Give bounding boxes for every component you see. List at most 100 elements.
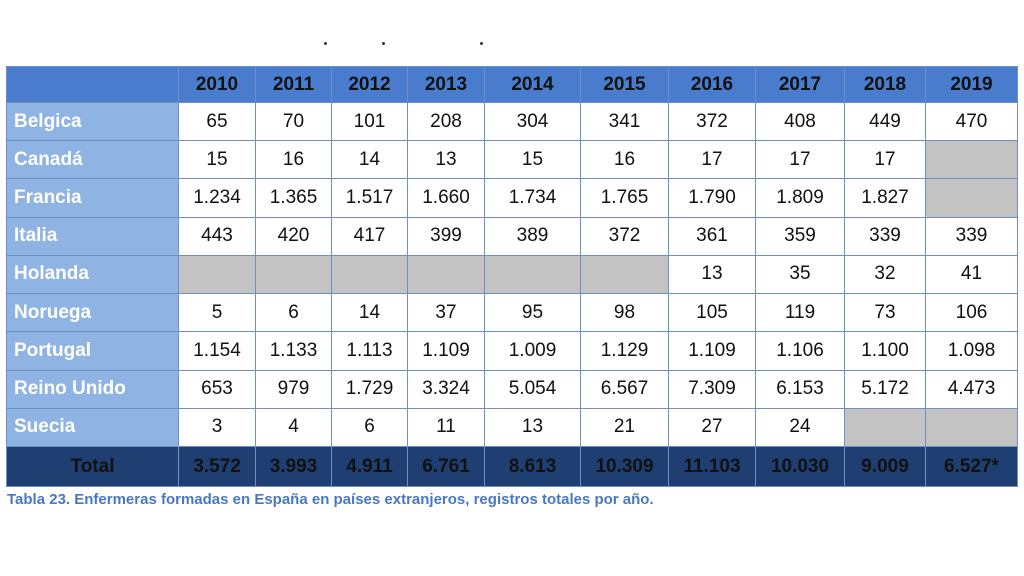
total-cell: 6.527*	[925, 446, 1018, 487]
value-cell: 449	[844, 101, 926, 142]
value-cell: 1.109	[407, 331, 485, 371]
empty-cell	[925, 140, 1018, 180]
empty-cell	[844, 407, 926, 448]
value-cell: 1.133	[255, 331, 332, 371]
value-cell: 119	[755, 293, 845, 333]
value-cell: 1.660	[407, 178, 485, 218]
value-cell: 1.790	[668, 178, 756, 218]
value-cell: 105	[668, 293, 756, 333]
value-cell: 1.765	[580, 178, 669, 218]
value-cell: 98	[580, 293, 669, 333]
year-header: 2015	[580, 66, 669, 103]
value-cell: 1.009	[484, 331, 581, 371]
country-label: Canadá	[6, 140, 179, 180]
value-cell: 4	[255, 407, 332, 448]
value-cell: 1.734	[484, 178, 581, 218]
value-cell: 339	[925, 216, 1018, 256]
value-cell: 6.567	[580, 369, 669, 409]
value-cell: 11	[407, 407, 485, 448]
value-cell: 1.365	[255, 178, 332, 218]
value-cell: 14	[331, 293, 408, 333]
value-cell: 27	[668, 407, 756, 448]
value-cell: 1.729	[331, 369, 408, 409]
table-row: Francia 1.234 1.365 1.517 1.660 1.734 1.765 1.7…	[6, 178, 1018, 218]
value-cell: 17	[755, 140, 845, 180]
value-cell: 70	[255, 101, 332, 142]
table-caption: Tabla 23. Enfermeras formadas en España …	[7, 491, 654, 508]
country-label: Italia	[6, 216, 179, 256]
total-row: Total 3.572 3.993 4.911 6.761 8.613 10.3…	[6, 446, 1018, 487]
value-cell: 15	[484, 140, 581, 180]
value-cell: 5.172	[844, 369, 926, 409]
value-cell: 1.106	[755, 331, 845, 371]
value-cell: 73	[844, 293, 926, 333]
value-cell: 14	[331, 140, 408, 180]
value-cell: 1.809	[755, 178, 845, 218]
value-cell: 1.098	[925, 331, 1018, 371]
value-cell: 372	[580, 216, 669, 256]
year-header: 2019	[925, 66, 1018, 103]
year-header: 2014	[484, 66, 581, 103]
value-cell: 1.234	[178, 178, 256, 218]
total-cell: 3.993	[255, 446, 332, 487]
empty-cell	[178, 254, 256, 295]
value-cell: 35	[755, 254, 845, 295]
value-cell: 399	[407, 216, 485, 256]
total-cell: 11.103	[668, 446, 756, 487]
country-label: Noruega	[6, 293, 179, 333]
value-cell: 3.324	[407, 369, 485, 409]
value-cell: 17	[844, 140, 926, 180]
value-cell: 304	[484, 101, 581, 142]
year-header: 2016	[668, 66, 756, 103]
value-cell: 1.109	[668, 331, 756, 371]
value-cell: 41	[925, 254, 1018, 295]
value-cell: 341	[580, 101, 669, 142]
total-cell: 3.572	[178, 446, 256, 487]
corner-cell	[6, 66, 179, 103]
value-cell: 32	[844, 254, 926, 295]
value-cell: 13	[407, 140, 485, 180]
value-cell: 3	[178, 407, 256, 448]
value-cell: 417	[331, 216, 408, 256]
total-cell: 4.911	[331, 446, 408, 487]
value-cell: 95	[484, 293, 581, 333]
value-cell: 15	[178, 140, 256, 180]
country-label: Francia	[6, 178, 179, 218]
total-cell: 10.030	[755, 446, 845, 487]
value-cell: 16	[580, 140, 669, 180]
table-row: Canadá 15 16 14 13 15 16 17 17 17	[6, 140, 1018, 180]
total-cell: 9.009	[844, 446, 926, 487]
country-label: Suecia	[6, 407, 179, 448]
header-row: 2010 2011 2012 2013 2014 2015 2016 2017 …	[6, 66, 1018, 103]
nurses-table: 2010 2011 2012 2013 2014 2015 2016 2017 …	[6, 66, 1018, 487]
country-label: Belgica	[6, 101, 179, 142]
value-cell: 359	[755, 216, 845, 256]
value-cell: 979	[255, 369, 332, 409]
value-cell: 37	[407, 293, 485, 333]
table-row: Noruega 5 6 14 37 95 98 105 119 73 106	[6, 293, 1018, 333]
value-cell: 420	[255, 216, 332, 256]
value-cell: 1.129	[580, 331, 669, 371]
value-cell: 208	[407, 101, 485, 142]
value-cell: 1.517	[331, 178, 408, 218]
value-cell: 470	[925, 101, 1018, 142]
year-header: 2012	[331, 66, 408, 103]
empty-cell	[925, 178, 1018, 218]
value-cell: 361	[668, 216, 756, 256]
value-cell: 4.473	[925, 369, 1018, 409]
value-cell: 7.309	[668, 369, 756, 409]
value-cell: 408	[755, 101, 845, 142]
value-cell: 6	[255, 293, 332, 333]
year-header: 2013	[407, 66, 485, 103]
value-cell: 13	[668, 254, 756, 295]
empty-cell	[331, 254, 408, 295]
value-cell: 65	[178, 101, 256, 142]
value-cell: 101	[331, 101, 408, 142]
empty-cell	[580, 254, 669, 295]
table-row: Suecia 3 4 6 11 13 21 27 24	[6, 407, 1018, 448]
value-cell: 6.153	[755, 369, 845, 409]
value-cell: 5.054	[484, 369, 581, 409]
total-cell: 8.613	[484, 446, 581, 487]
country-label: Holanda	[6, 254, 179, 295]
value-cell: 339	[844, 216, 926, 256]
